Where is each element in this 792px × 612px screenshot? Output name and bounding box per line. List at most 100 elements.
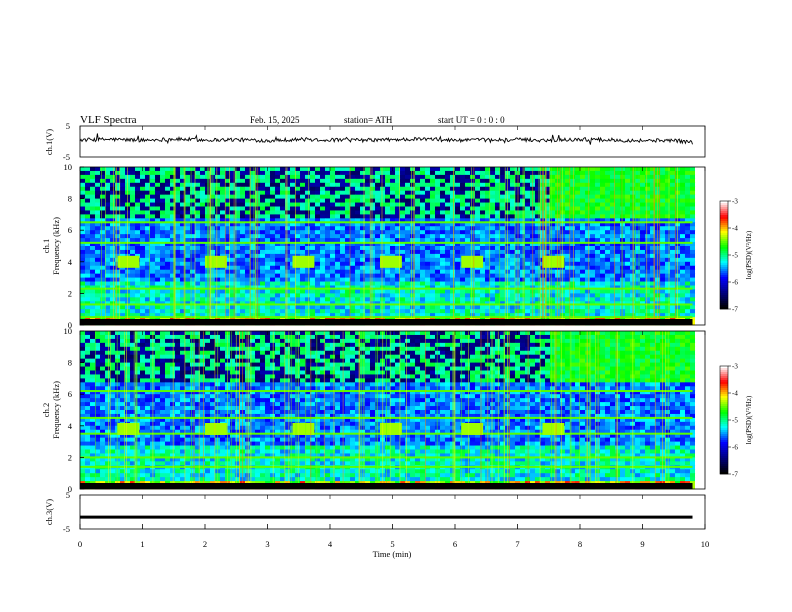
spectrogram-cell (595, 234, 601, 239)
spectrogram-cell (250, 198, 256, 203)
spectrogram-cell (360, 194, 366, 199)
spectrogram-cell (120, 309, 126, 314)
spectrogram-cell (325, 281, 331, 286)
spectrogram-cell (80, 226, 86, 231)
spectrogram-cell (510, 210, 516, 215)
spectrogram-cell (480, 178, 486, 184)
spectrogram-cell (390, 238, 396, 243)
spectrogram-cell (690, 249, 696, 255)
spectrogram-cell (415, 238, 421, 243)
spectrogram-cell (495, 178, 501, 184)
spectrogram-cell (215, 234, 221, 239)
ch1-ylabel: ch.1(V) (44, 129, 54, 155)
spectrogram-cell (395, 186, 401, 192)
spectrogram-cell (145, 289, 151, 294)
spectrogram-cell (325, 234, 331, 239)
spectrogram-cell (310, 273, 316, 278)
spectrogram-cell (380, 214, 386, 219)
spectrogram-cell (575, 253, 581, 259)
spectrogram-cell (525, 238, 531, 243)
spectrogram-cell (455, 230, 461, 235)
spectrogram-cell (625, 222, 631, 227)
spectrogram-cell (510, 198, 516, 203)
spectrogram-cell (225, 186, 231, 192)
spectrogram-cell (170, 305, 176, 310)
spectrogram-cell (420, 297, 426, 302)
spectrogram-cell (475, 206, 481, 211)
spectrogram-cell (350, 293, 356, 298)
spectrogram-cell (345, 277, 351, 282)
spectrogram-cell (85, 178, 91, 184)
spectrogram-cell (270, 305, 276, 310)
spectrogram-cell (525, 246, 531, 251)
spectrogram-cell (460, 182, 466, 188)
spectrogram-cell (320, 222, 326, 227)
spectrogram-cell (610, 202, 616, 207)
spectrogram-cell (320, 186, 326, 192)
spectrogram-cell (445, 202, 451, 207)
spectrogram-cell (140, 238, 146, 243)
spectrogram-cell (285, 305, 291, 310)
spectrogram-cell (310, 194, 316, 199)
spectrogram-cell (90, 313, 96, 318)
spectrogram-cell (240, 277, 246, 282)
spectrogram-cell (405, 194, 411, 199)
spectrogram-cell (135, 249, 141, 255)
spectrogram-cell (195, 261, 201, 267)
spectrogram-cell (535, 202, 541, 207)
spectrogram-cell (590, 249, 596, 255)
spectrogram-cell (685, 182, 691, 188)
spectrogram-cell (670, 273, 676, 278)
spectrogram-cell (700, 167, 706, 172)
spectrogram-cell (100, 246, 106, 251)
spectrogram-cell (335, 206, 341, 211)
spectrogram-cell (665, 210, 671, 215)
spectrogram-cell (95, 313, 101, 318)
spectrogram-cell (110, 261, 116, 267)
spectrogram-cell (275, 234, 281, 239)
spectrogram-cell (375, 230, 381, 235)
spectrogram-cell (450, 277, 456, 282)
spectrogram-cell (660, 265, 666, 271)
spectrogram-cell (105, 202, 111, 207)
spectrogram-cell (485, 253, 491, 259)
spectrogram-cell (620, 178, 626, 184)
spectrogram-cell (595, 273, 601, 278)
spectrogram-cell (550, 230, 556, 235)
spectrogram-cell (435, 170, 441, 176)
spectrogram-cell (155, 226, 161, 231)
spectrogram-cell (165, 198, 171, 203)
spectrogram-cell (510, 265, 516, 271)
spectrogram-cell (430, 253, 436, 259)
spectrogram-cell (325, 289, 331, 294)
spectrogram-cell (190, 234, 196, 239)
spectrogram-cell (450, 170, 456, 176)
spectrogram-cell (650, 174, 656, 180)
spectrogram-cell (225, 289, 231, 294)
spectrogram-cell (280, 167, 286, 172)
spectrogram-cell (145, 202, 151, 207)
spectrogram-cell (425, 242, 431, 247)
spectrogram-cell (120, 174, 126, 180)
spectrogram-cell (190, 253, 196, 259)
spectrogram-cell (635, 222, 641, 227)
spectrogram-cell (335, 293, 341, 298)
spectrogram-cell (645, 174, 651, 180)
spectrogram-cell (130, 182, 136, 188)
spectrogram-cell (335, 182, 341, 188)
spectrogram-cell (695, 190, 701, 196)
spectrogram-cell (170, 257, 176, 263)
spectrogram-cell (575, 167, 581, 172)
spectrogram-cell (640, 170, 646, 176)
spectrogram-cell (425, 178, 431, 184)
spectrogram-cell (565, 249, 571, 255)
spectrogram-cell (680, 297, 686, 302)
spectrogram-cell (350, 277, 356, 282)
spectrogram-cell (485, 273, 491, 278)
spectrogram-cell (445, 214, 451, 219)
spectrogram-cell (235, 214, 241, 219)
spectrogram-cell (345, 230, 351, 235)
spectrogram-cell (185, 253, 191, 259)
spectrogram-cell (685, 281, 691, 286)
spectrogram-cell (395, 242, 401, 247)
